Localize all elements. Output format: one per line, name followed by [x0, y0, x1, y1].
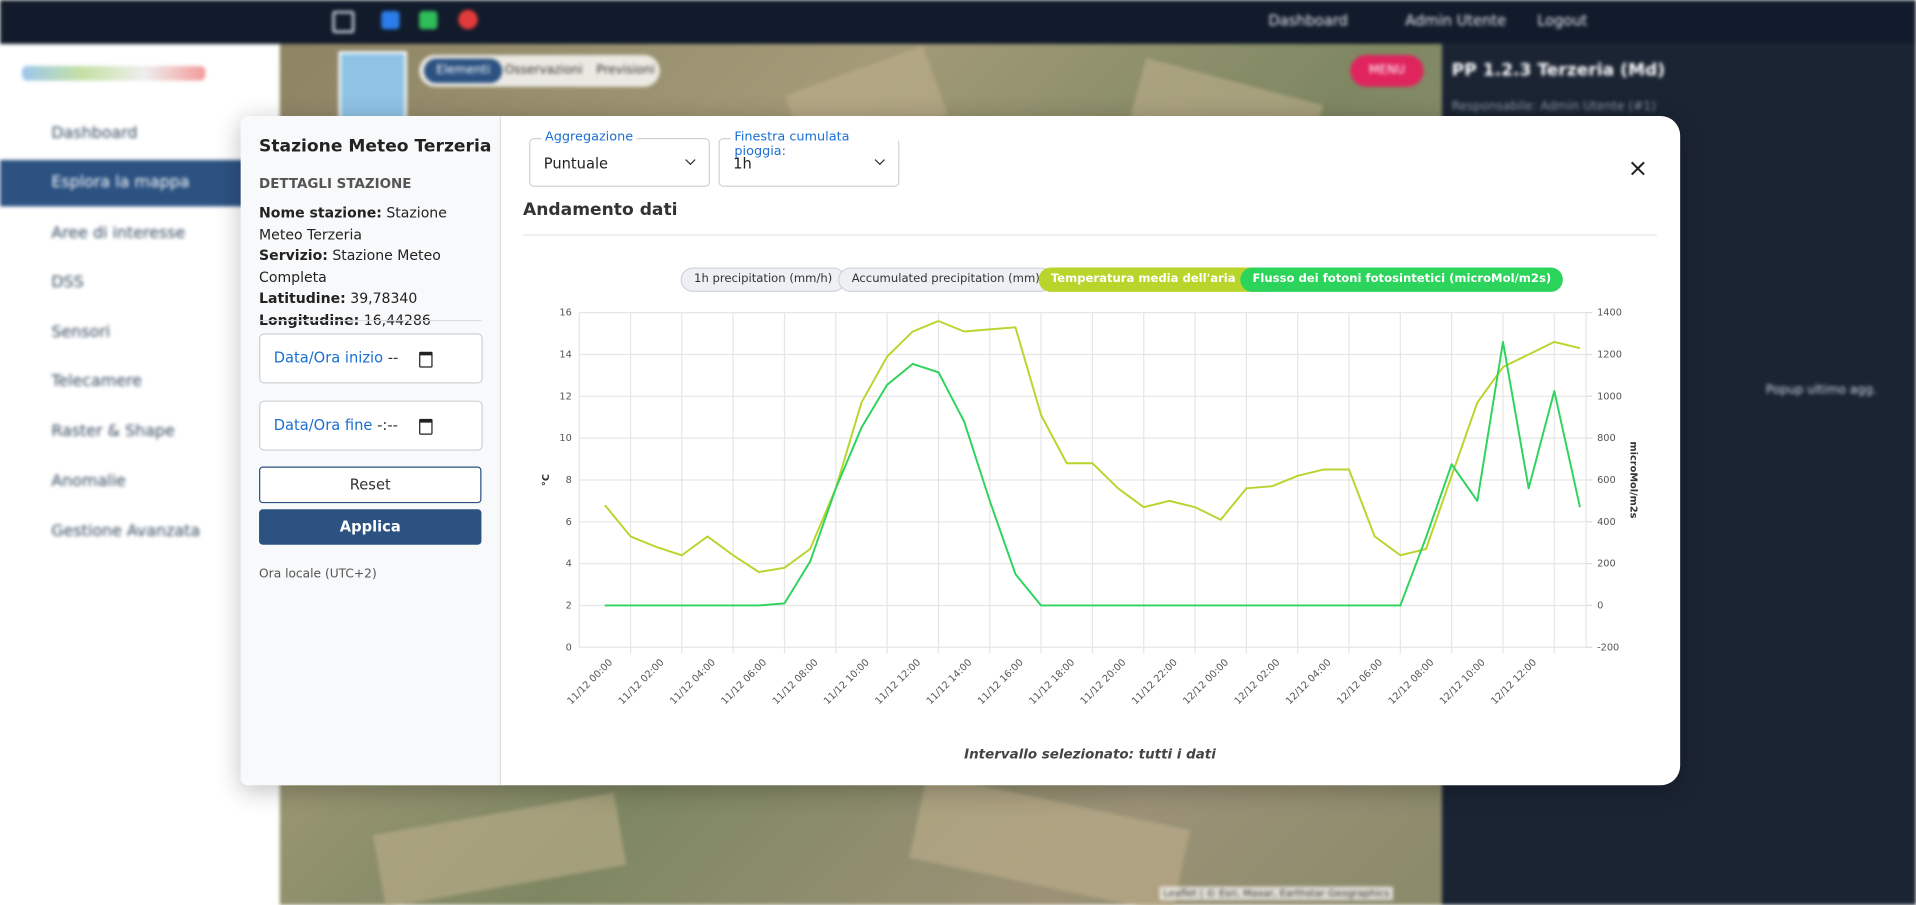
select-label: Finestra cumulata pioggia:	[730, 129, 899, 159]
station-modal: Stazione Meteo Terzeria DETTAGLI STAZION…	[240, 116, 1681, 786]
menu-item[interactable]: Anomalie	[51, 472, 126, 491]
divider	[259, 319, 482, 322]
apply-button[interactable]: Applica	[259, 509, 482, 545]
input-placeholder: --	[387, 349, 399, 367]
toggle-label[interactable]: Popup ultimo agg.	[1765, 383, 1877, 397]
tab[interactable]: Elementi	[424, 58, 503, 84]
map-tabs: Elementi Osservazioni Previsioni	[419, 54, 660, 87]
timezone-note: Ora locale (UTC+2)	[259, 567, 377, 582]
attribution: Leaflet | © Esri, Maxar, Earthstar Geogr…	[1159, 886, 1393, 901]
window-select[interactable]: Finestra cumulata pioggia: 1h	[718, 129, 900, 187]
tab[interactable]: Previsioni	[596, 63, 655, 77]
field: Longitudine: 16,44286	[259, 310, 473, 331]
field-label: Latitudine:	[259, 289, 346, 308]
field-value: 16,44286	[363, 311, 431, 329]
caret	[685, 154, 696, 166]
input-placeholder: -:--	[377, 416, 398, 434]
field-value: Stazione Meteo Terzeria	[259, 203, 447, 243]
map-field	[373, 792, 627, 905]
interval-note: Intervallo selezionato: tutti i dati	[964, 746, 1216, 763]
nav-link[interactable]: Logout	[1537, 12, 1588, 30]
sidebar: Dashboard Esplora la mappa Aree di inter…	[0, 43, 282, 905]
map-field	[909, 774, 1191, 905]
station-title: Stazione Meteo Terzeria	[259, 136, 492, 157]
minimap[interactable]	[338, 51, 407, 125]
tab[interactable]: Osservazioni	[504, 63, 583, 77]
legend-toggle[interactable]: 1h precipitation (mm/h)	[680, 267, 846, 292]
field: Latitudine: 39,78340	[259, 289, 473, 310]
logo	[21, 65, 206, 81]
field-label: Nome stazione:	[259, 203, 382, 222]
app-icon[interactable]	[419, 10, 438, 30]
legend-toggle[interactable]: Accumulated precipitation (mm)	[838, 267, 1054, 292]
start-input[interactable]: Data/Ora inizio --	[259, 333, 483, 384]
divider	[522, 234, 1657, 236]
input-label-text: Data/Ora fine	[273, 416, 373, 434]
home-icon[interactable]	[332, 10, 355, 33]
input-label: Data/Ora fine -:--	[274, 416, 398, 433]
section-heading: Andamento dati	[522, 200, 678, 220]
input-label-text: Data/Ora inizio	[273, 349, 384, 367]
legend-toggle[interactable]: Flusso dei fotoni fotosintetici (microMo…	[1240, 267, 1564, 292]
menu-item[interactable]: Dashboard	[51, 124, 138, 143]
nav-link[interactable]: Dashboard	[1268, 12, 1348, 30]
reset-button[interactable]: Reset	[259, 466, 482, 504]
select-value: Puntuale	[543, 155, 609, 173]
field-label: Longitudine:	[259, 311, 360, 329]
station-fields: Nome stazione: Stazione Meteo Terzeria S…	[259, 203, 473, 332]
input-label: Data/Ora inizio --	[274, 349, 399, 366]
calendar-icon[interactable]	[419, 351, 433, 368]
field-label: Servizio:	[259, 246, 328, 265]
field-value: Stazione Meteo Completa	[259, 246, 441, 286]
select-value: 1h	[733, 155, 752, 173]
menu-item[interactable]: DSS	[51, 273, 84, 292]
panel-subtitle: Responsabile: Admin Utente (#1)	[1451, 100, 1656, 114]
section-title: DETTAGLI STAZIONE	[259, 175, 412, 192]
select-label: Aggregazione	[541, 129, 637, 145]
nav-link[interactable]: Admin Utente	[1405, 12, 1507, 30]
calendar-icon[interactable]	[419, 418, 433, 435]
field: Nome stazione: Stazione Meteo Terzeria	[259, 203, 473, 246]
field: Servizio: Stazione Meteo Completa	[259, 246, 473, 289]
aggregation-select[interactable]: Aggregazione Puntuale	[529, 129, 710, 187]
field-value: 39,78340	[350, 289, 418, 308]
end-input[interactable]: Data/Ora fine -:--	[259, 400, 483, 451]
panel-title: PP 1.2.3 Terzeria (Md)	[1451, 61, 1666, 81]
active-item-bg	[0, 159, 280, 207]
app-icon[interactable]	[458, 9, 478, 30]
menu-item[interactable]: Aree di interesse	[51, 224, 186, 244]
menu-item[interactable]: Sensori	[51, 323, 111, 342]
menu-button[interactable]: MENU	[1350, 54, 1424, 87]
menu-item[interactable]: Gestione Avanzata	[51, 522, 201, 542]
menu-item[interactable]: Esplora la mappa	[51, 173, 190, 192]
menu-item[interactable]: Raster & Shape	[51, 422, 175, 441]
app-icon[interactable]	[381, 10, 400, 30]
station-panel: Stazione Meteo Terzeria DETTAGLI STAZION…	[240, 116, 501, 786]
top-bar: Dashboard Admin Utente Logout	[0, 0, 1916, 44]
menu-item[interactable]: Telecamere	[51, 372, 142, 391]
close-button[interactable]: ×	[1627, 152, 1649, 182]
legend-toggle[interactable]: Temperatura media dell'aria (°C)	[1038, 267, 1277, 292]
